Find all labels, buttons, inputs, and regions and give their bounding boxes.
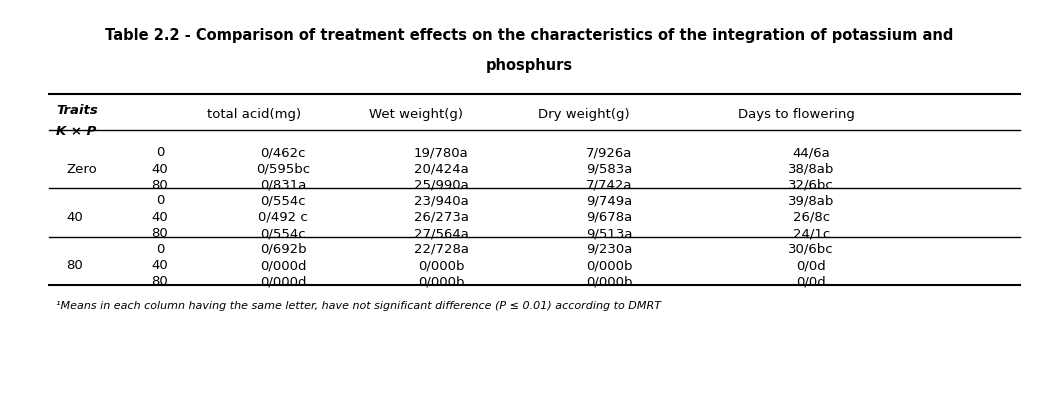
Text: 26/273a: 26/273a [414,211,469,224]
Text: 25/990a: 25/990a [414,179,469,192]
Text: 0/462c: 0/462c [260,146,306,159]
Text: 0/000b: 0/000b [586,259,633,272]
Text: 80: 80 [151,227,168,240]
Text: Traits: Traits [56,104,98,117]
Text: 0/000d: 0/000d [260,275,307,289]
Text: 0: 0 [156,146,164,159]
Text: 32/6bc: 32/6bc [788,179,834,192]
Text: 9/749a: 9/749a [586,195,632,207]
Text: 19/780a: 19/780a [414,146,469,159]
Text: 38/8ab: 38/8ab [788,162,835,176]
Text: 40: 40 [151,259,168,272]
Text: 0/692b: 0/692b [260,243,307,256]
Text: Days to flowering: Days to flowering [738,107,855,121]
Text: 20/424a: 20/424a [414,162,469,176]
Text: 0/554c: 0/554c [260,195,306,207]
Text: 0/492 c: 0/492 c [258,211,308,224]
Text: Wet weight(g): Wet weight(g) [369,107,463,121]
Text: 22/728a: 22/728a [414,243,469,256]
Text: 23/940a: 23/940a [414,195,469,207]
Text: 0/000b: 0/000b [418,275,464,289]
Text: 30/6bc: 30/6bc [788,243,834,256]
Text: 40: 40 [151,211,168,224]
Text: 26/8c: 26/8c [792,211,829,224]
Text: 0/554c: 0/554c [260,227,306,240]
Text: 9/513a: 9/513a [586,227,633,240]
Text: 0/0d: 0/0d [797,275,826,289]
Text: 0/000d: 0/000d [260,259,307,272]
Text: 9/583a: 9/583a [586,162,632,176]
Text: phosphurs: phosphurs [486,58,572,73]
Text: 0/0d: 0/0d [797,259,826,272]
Text: 44/6a: 44/6a [792,146,831,159]
Text: ¹Means in each column having the same letter, have not significant difference (P: ¹Means in each column having the same le… [56,301,661,311]
Text: 27/564a: 27/564a [414,227,469,240]
Text: 0/000b: 0/000b [586,275,633,289]
Text: 7/742a: 7/742a [586,179,633,192]
Text: 24/1c: 24/1c [792,227,829,240]
Text: Dry weight(g): Dry weight(g) [539,107,631,121]
Text: 9/678a: 9/678a [586,211,632,224]
Text: K × P: K × P [56,125,96,138]
Text: total acid(mg): total acid(mg) [206,107,300,121]
Text: 7/926a: 7/926a [586,146,632,159]
Text: 40: 40 [67,211,83,224]
Text: 40: 40 [151,162,168,176]
Text: 0/000b: 0/000b [418,259,464,272]
Text: 39/8ab: 39/8ab [788,195,835,207]
Text: 9/230a: 9/230a [586,243,632,256]
Text: 80: 80 [67,259,83,272]
Text: 0: 0 [156,195,164,207]
Text: 0/831a: 0/831a [260,179,307,192]
Text: 80: 80 [151,179,168,192]
Text: 80: 80 [151,275,168,289]
Text: 0: 0 [156,243,164,256]
Text: Table 2.2 - Comparison of treatment effects on the characteristics of the integr: Table 2.2 - Comparison of treatment effe… [105,28,953,43]
Text: 0/595bc: 0/595bc [256,162,310,176]
Text: Zero: Zero [67,162,97,176]
